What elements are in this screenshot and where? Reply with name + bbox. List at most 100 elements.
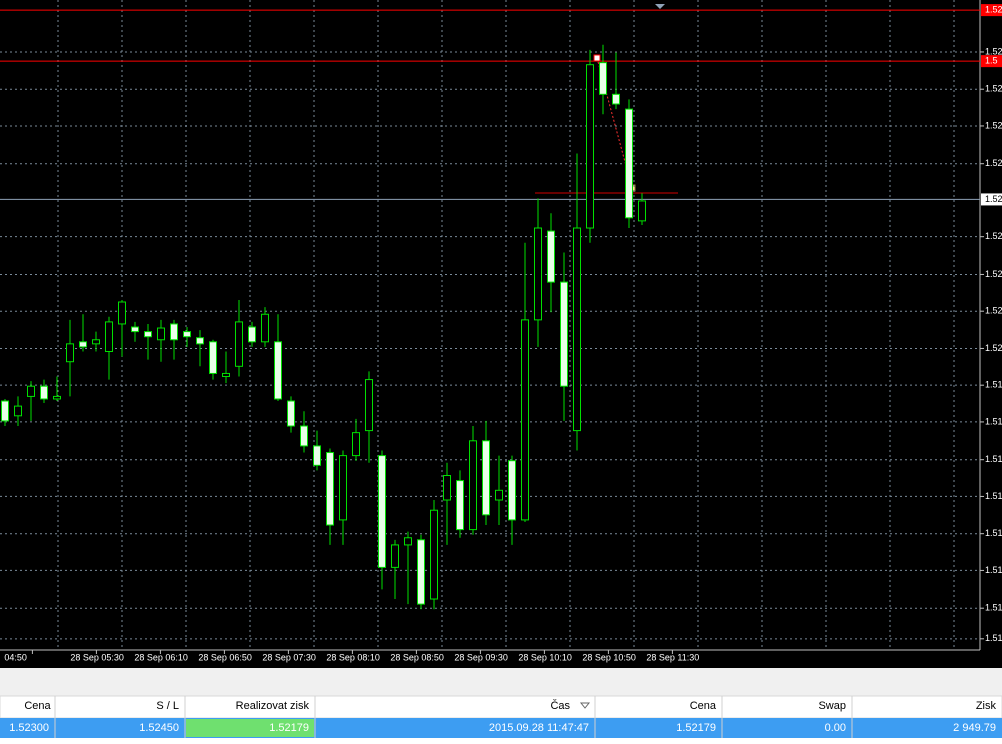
x-tick-label: 28 Sep 06:50 — [198, 652, 252, 662]
price-label: 1.5 — [985, 56, 998, 66]
candle-body — [599, 62, 607, 95]
candle-body — [573, 227, 581, 432]
y-tick-label: 1.52 — [985, 158, 1002, 168]
candle-body — [456, 480, 464, 531]
price-label-box — [981, 193, 1002, 206]
candle-body — [14, 405, 22, 417]
candle-body — [105, 321, 113, 353]
candle-body — [638, 200, 646, 222]
candle-body — [144, 331, 152, 338]
candle-body — [547, 230, 555, 283]
candle-body — [170, 323, 178, 341]
candle-body — [352, 432, 360, 457]
candle-body — [248, 326, 256, 343]
y-tick-label: 1.52 — [985, 343, 1002, 353]
table-cell: 2 949.79 — [953, 722, 996, 734]
x-tick-label: 28 Sep 11:30 — [646, 652, 699, 662]
table-cell: 2015.09.28 11:47:47 — [489, 722, 589, 734]
candle-body — [313, 445, 321, 466]
candle-body — [222, 372, 230, 378]
shift-marker — [655, 4, 665, 9]
price-label: 1.52 — [985, 4, 1002, 14]
open-marker — [593, 54, 601, 62]
x-tick-label: 28 Sep 07:30 — [262, 652, 316, 662]
candle-body — [131, 326, 139, 333]
candle-body — [183, 331, 191, 338]
candle-body — [391, 544, 399, 568]
candle-body — [40, 385, 48, 400]
table-header-cell: Cena — [690, 700, 717, 712]
trade-table: Cena 1.52300 S / L 1.52450 Realizovat zisk 1.… — [0, 695, 1002, 738]
table-cell: 1.52179 — [676, 722, 716, 734]
table-cell: 1.52450 — [139, 722, 179, 734]
candle-body — [1, 400, 9, 422]
y-tick-label: 1.51 — [985, 491, 1002, 501]
x-tick-label: 28 Sep 09:30 — [454, 652, 508, 662]
candle-body — [196, 337, 204, 345]
candle-body — [66, 343, 74, 363]
table-cell: 1.52300 — [9, 722, 49, 734]
table-header-cell: Čas — [550, 699, 570, 712]
table-cell: 1.52179 — [269, 722, 309, 734]
y-tick-label: 1.52 — [985, 120, 1002, 130]
candle-body — [560, 281, 568, 387]
sort-icon[interactable] — [579, 702, 591, 709]
candle-body — [612, 93, 620, 105]
table-header-cell: S / L — [156, 700, 179, 712]
x-tick-label: 28 Sep 10:50 — [582, 652, 636, 662]
candle-body — [209, 341, 217, 374]
candle-body — [469, 440, 477, 531]
y-tick-label: 1.51 — [985, 528, 1002, 538]
candle-body — [53, 395, 61, 400]
realized-cell — [186, 719, 314, 737]
candle-body — [118, 301, 126, 325]
y-tick-label: 1.51 — [985, 416, 1002, 426]
table-header-cell: Realizovat zisk — [236, 700, 310, 712]
table-header-cell: Cena — [24, 700, 51, 712]
x-tick-label: 28 Sep 05:30 — [70, 652, 124, 662]
candle-body — [482, 440, 490, 516]
x-tick-label: 28 Sep 06:10 — [134, 652, 188, 662]
candle-body — [274, 341, 282, 400]
candle-body — [417, 539, 425, 605]
candle-body — [92, 339, 100, 345]
y-tick-label: 1.52 — [985, 46, 1002, 56]
chart-background — [0, 0, 1002, 668]
y-tick-label: 1.51 — [985, 565, 1002, 575]
candle-body — [157, 327, 165, 341]
candle-body — [378, 455, 386, 568]
candle-body — [443, 475, 451, 501]
candle-body — [287, 400, 295, 427]
candle-body — [235, 321, 243, 367]
candle-body — [404, 537, 412, 546]
price-label-box — [981, 4, 1002, 17]
candle-body — [586, 64, 594, 229]
y-tick-label: 1.51 — [985, 380, 1002, 390]
candle-body — [79, 341, 87, 348]
candle-body — [365, 379, 373, 432]
y-tick-label: 1.52 — [985, 269, 1002, 279]
candle-body — [430, 509, 438, 600]
x-tick-label: 28 Sep 08:10 — [326, 652, 380, 662]
x-tick-label: 28 Sep 10:10 — [518, 652, 572, 662]
panel-gap — [0, 668, 1002, 696]
table-header-cell: Swap — [818, 700, 846, 712]
candle-body — [625, 108, 633, 219]
table-cell: 0.00 — [825, 722, 846, 734]
candle-body — [261, 313, 269, 343]
y-tick-label: 1.51 — [985, 633, 1002, 643]
candle-body — [534, 227, 542, 321]
candle-body — [339, 455, 347, 521]
candle-body — [326, 452, 334, 526]
candle-body — [300, 425, 308, 447]
y-tick-label: 1.51 — [985, 603, 1002, 613]
y-tick-label: 1.52 — [985, 231, 1002, 241]
candle-body — [495, 489, 503, 501]
price-label-box — [981, 55, 1002, 68]
y-tick-label: 1.51 — [985, 454, 1002, 464]
candle-body — [27, 385, 35, 397]
x-tick-label: 04:50 — [4, 652, 27, 662]
y-tick-label: 1.52 — [985, 84, 1002, 94]
